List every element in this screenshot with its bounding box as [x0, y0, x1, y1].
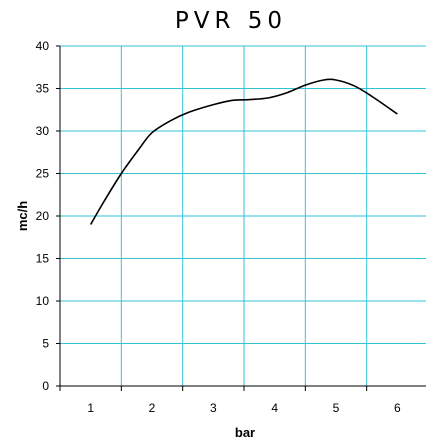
y-tick-label: 10 — [36, 294, 50, 308]
y-tick-label: 30 — [36, 124, 50, 138]
y-tick-label: 25 — [36, 167, 50, 181]
y-tick-label: 0 — [42, 379, 49, 393]
gridlines — [60, 45, 426, 386]
y-axis-label: mc/h — [15, 201, 30, 231]
x-tick-label: 3 — [210, 401, 217, 415]
x-tick-label: 6 — [394, 401, 401, 415]
y-axis-ticks: 0 5 10 15 20 25 30 35 40 — [36, 39, 60, 393]
series-line — [89, 78, 398, 225]
y-tick-label: 35 — [36, 82, 50, 96]
y-tick-label: 20 — [36, 209, 50, 223]
x-tick-label: 1 — [87, 401, 94, 415]
x-tick-label: 4 — [271, 401, 278, 415]
x-tick-label: 5 — [333, 401, 340, 415]
y-tick-label: 40 — [36, 39, 50, 53]
data-series — [89, 78, 398, 225]
y-tick-label: 15 — [36, 252, 50, 266]
y-tick-label: 5 — [42, 337, 49, 351]
chart-title: PVR 50 — [175, 8, 287, 34]
x-axis-ticks: 1 2 3 4 5 6 — [59, 386, 401, 415]
x-axis-label: bar — [235, 425, 255, 440]
x-tick-label: 2 — [149, 401, 156, 415]
